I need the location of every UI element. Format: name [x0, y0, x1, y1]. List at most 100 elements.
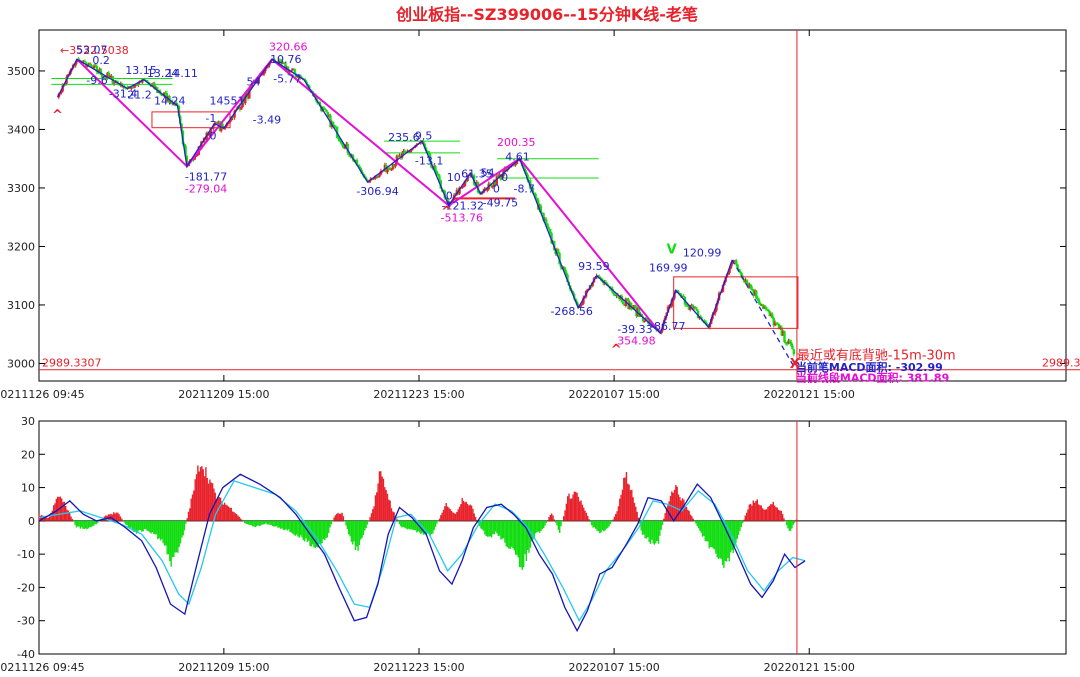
macd-bar	[635, 506, 637, 521]
candle-body	[558, 252, 561, 265]
annotation-label: -13.1	[415, 155, 443, 168]
macd-bar	[485, 520, 487, 537]
candle-body	[651, 323, 654, 327]
candle-body	[284, 62, 287, 71]
macd-bar	[114, 513, 116, 521]
macd-bar	[448, 507, 450, 521]
macd-bar	[302, 520, 305, 541]
candle-body	[792, 349, 796, 355]
macd-bar	[640, 520, 642, 531]
macd-bar	[484, 520, 486, 535]
macd-bar	[480, 520, 482, 529]
candle-body	[290, 69, 294, 71]
annotation-label: 10.76	[270, 53, 302, 66]
candle-body	[83, 61, 87, 63]
macd-bar	[545, 520, 548, 523]
candle-body	[752, 290, 755, 296]
macd-bar	[464, 502, 466, 521]
annotation-label: -3.49	[253, 114, 281, 127]
macd-bar	[560, 520, 562, 527]
macd-bar	[370, 513, 373, 521]
macd-bar	[692, 518, 694, 521]
candle-body	[132, 86, 136, 88]
macd-panel: -40 -30 -20 -10 0 10 20 30 20211126 09:45 2021120…	[0, 415, 1067, 674]
macd-bar	[187, 511, 190, 521]
candle	[229, 119, 232, 123]
macd-bar	[546, 520, 549, 521]
macd-bar	[571, 498, 573, 521]
candle	[579, 304, 583, 309]
macd-bar	[761, 508, 764, 521]
candle-body	[389, 167, 392, 171]
macd-bar	[558, 520, 561, 533]
macd-bar	[129, 520, 131, 529]
candle-body	[131, 87, 134, 89]
macd-bar	[246, 520, 248, 525]
macd-bar	[328, 520, 330, 533]
candle-body	[288, 70, 291, 74]
candle-body	[461, 186, 464, 189]
macd-bar	[684, 505, 686, 521]
annotation-label: 169.99	[649, 262, 688, 275]
candle-body	[392, 164, 396, 167]
macd-bar	[450, 510, 453, 521]
candle-body	[763, 306, 766, 309]
candle	[682, 293, 685, 298]
macd-bar	[693, 520, 696, 522]
candle	[692, 306, 696, 311]
candle-body	[578, 306, 581, 308]
candle	[755, 289, 758, 300]
macd-bar	[151, 520, 154, 533]
macd-bar	[195, 474, 198, 521]
candle-body	[66, 74, 70, 77]
candle	[735, 258, 738, 267]
macd-bar	[729, 520, 732, 553]
macd-bar	[687, 509, 689, 521]
candle-body	[375, 175, 379, 177]
candle	[757, 297, 761, 305]
candle	[691, 304, 695, 309]
annotation-label: 14.11	[166, 67, 198, 80]
macd-bar	[310, 520, 313, 547]
reference-label-right: 2989.3	[1042, 357, 1080, 370]
macd-bar	[538, 520, 541, 533]
macd-bar	[765, 509, 768, 521]
candle-body	[102, 76, 105, 78]
macd-bar	[47, 517, 50, 521]
macd-bar	[358, 520, 361, 545]
candle	[769, 312, 773, 318]
macd-bar	[338, 513, 341, 521]
candle-body	[549, 228, 552, 233]
macd-bar	[707, 520, 709, 542]
macd-bar	[645, 520, 648, 539]
macd-bar	[517, 520, 520, 558]
macd-bar	[712, 520, 714, 549]
candle-body	[761, 304, 765, 309]
macd-bar	[721, 520, 724, 566]
macd-bar	[377, 483, 379, 521]
candle-body	[743, 279, 746, 283]
macd-bar	[408, 520, 410, 529]
candle-body	[93, 65, 96, 68]
candle-body	[436, 174, 440, 176]
candle-body	[463, 180, 467, 187]
candle	[780, 325, 783, 337]
macd-bar	[321, 520, 323, 544]
macd-bar	[141, 520, 143, 532]
candle	[789, 339, 793, 348]
candle-body	[154, 87, 158, 90]
candle-body	[579, 305, 583, 307]
annotation-label: -39.33	[617, 323, 652, 336]
macd-bar	[564, 510, 566, 521]
candle-body	[408, 150, 412, 153]
macd-bar	[238, 516, 240, 521]
macd-bar	[60, 498, 63, 521]
macd-bar	[493, 520, 495, 535]
candle-body	[403, 150, 407, 152]
macd-bar	[569, 498, 572, 521]
dif-line	[38, 473, 806, 633]
macd-bar	[772, 501, 775, 521]
candle-body	[230, 116, 234, 120]
macd-bar	[777, 509, 780, 521]
candle-body	[217, 121, 220, 124]
